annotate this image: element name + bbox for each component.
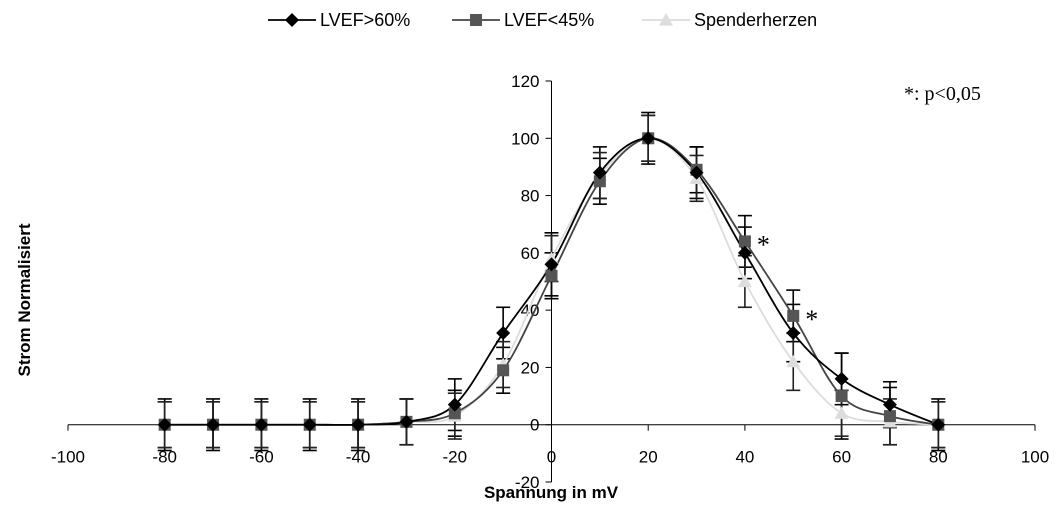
x-tick-label: 0 — [547, 448, 556, 467]
legend-marker — [470, 14, 482, 26]
legend-marker — [659, 13, 673, 26]
legend-marker — [285, 13, 299, 27]
data-point — [883, 410, 896, 423]
data-point — [497, 364, 510, 377]
legend: LVEF>60% LVEF<45% Spenderherzen — [268, 10, 817, 30]
y-tick-label: 40 — [521, 301, 540, 320]
x-tick-label: 40 — [735, 448, 754, 467]
x-tick-label: -40 — [346, 448, 371, 467]
data-point — [545, 269, 558, 282]
x-tick-label: -60 — [249, 448, 274, 467]
legend-label: LVEF>60% — [320, 10, 410, 30]
legend-label: Spenderherzen — [694, 10, 817, 30]
data-point — [254, 417, 269, 432]
y-tick-label: 80 — [521, 187, 540, 206]
x-tick-label: -80 — [152, 448, 177, 467]
data-point — [448, 407, 461, 420]
significance-star: * — [757, 230, 770, 259]
y-axis-title: Strom Normalisiert — [15, 223, 34, 376]
data-point — [351, 417, 366, 432]
y-tick-label: 0 — [530, 416, 539, 435]
data-point — [689, 165, 704, 180]
data-point — [738, 235, 751, 248]
y-tick-label: 60 — [521, 244, 540, 263]
legend-label: LVEF<45% — [504, 10, 594, 30]
data-point — [447, 397, 462, 412]
data-point — [592, 165, 607, 180]
significance-annotation: *: p<0,05 — [904, 83, 981, 105]
data-point — [834, 371, 849, 386]
data-point — [302, 417, 317, 432]
y-tick-label: 120 — [511, 72, 539, 91]
significance-star: * — [805, 305, 818, 334]
data-point — [931, 417, 946, 432]
data-point — [399, 414, 414, 429]
axes: -100 -80 -60 -40 -20 0 20 40 60 80 100 -20 0 20 40 60 80… — [51, 72, 1049, 492]
data-point — [157, 417, 172, 432]
data-point — [593, 175, 606, 188]
data-point — [641, 131, 656, 146]
x-tick-label: 100 — [1021, 448, 1049, 467]
data-point — [544, 257, 559, 272]
data-point — [786, 326, 801, 341]
x-tick-label: 60 — [832, 448, 851, 467]
data-point — [787, 309, 800, 322]
data-point — [834, 406, 849, 419]
data-point — [496, 326, 511, 341]
data-point — [835, 390, 848, 403]
significance-stars: ** — [757, 230, 818, 333]
data-point — [882, 397, 897, 412]
data-point — [737, 245, 752, 260]
data-point — [737, 274, 752, 288]
x-tick-label: 80 — [929, 448, 948, 467]
series-markers — [157, 131, 946, 432]
data-point — [786, 354, 801, 368]
data-point — [206, 417, 221, 432]
x-tick-label: 20 — [639, 448, 658, 467]
y-tick-label: 20 — [521, 358, 540, 377]
x-tick-label: -100 — [51, 448, 85, 467]
y-tick-label: 100 — [511, 129, 539, 148]
x-axis-title: Spannung in mV — [484, 483, 619, 502]
y-tick-label: -20 — [515, 473, 540, 492]
x-tick-label: -20 — [443, 448, 468, 467]
